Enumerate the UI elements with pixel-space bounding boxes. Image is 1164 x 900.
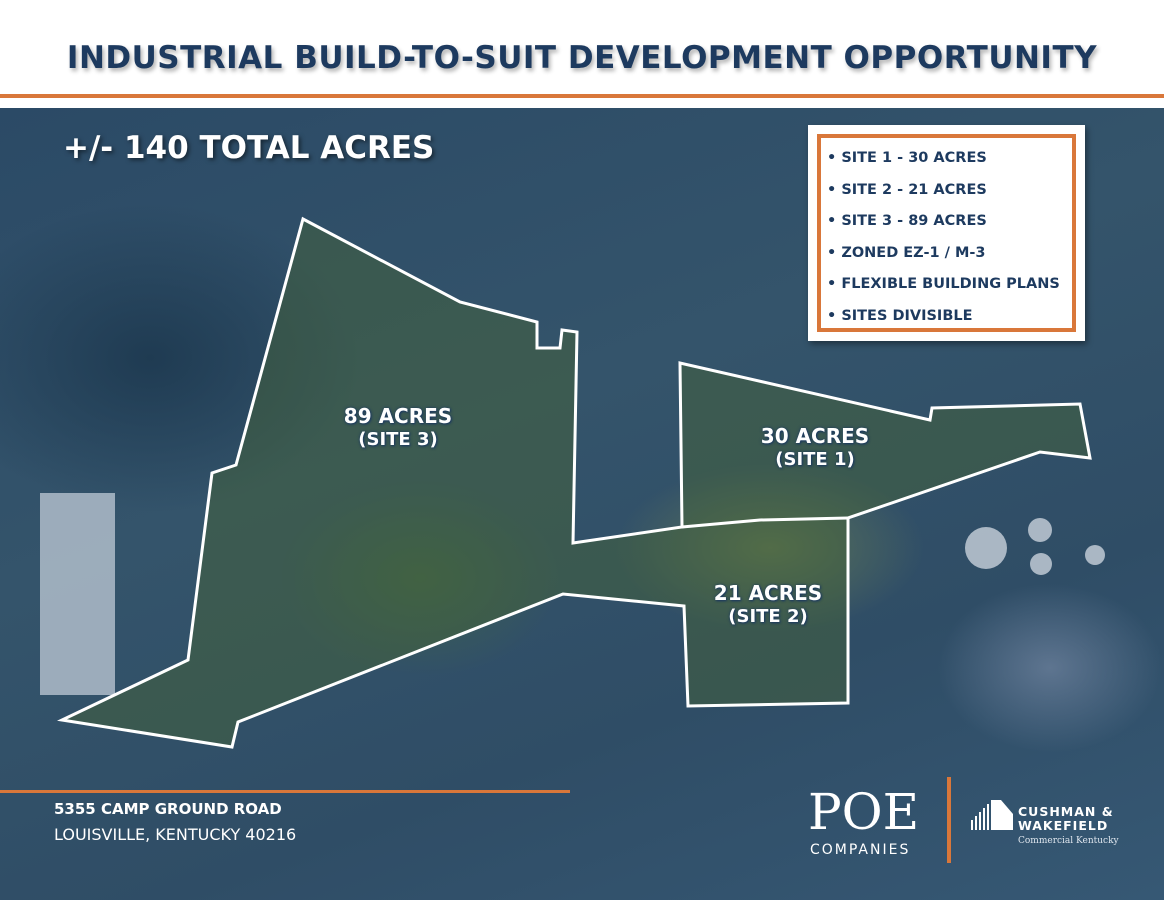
site-name: (SITE 3) xyxy=(358,429,438,450)
site-3-label: 89 ACRES (SITE 3) xyxy=(318,404,478,452)
feature-item: • SITE 1 - 30 ACRES xyxy=(827,150,987,166)
site-acres: 30 ACRES xyxy=(760,424,870,448)
header-divider xyxy=(0,94,1164,98)
site-1-label: 30 ACRES (SITE 1) xyxy=(735,424,895,472)
address-city: LOUISVILLE, KENTUCKY 40216 xyxy=(54,825,297,844)
storage-tank xyxy=(1028,518,1052,542)
parcel-site-1-boundary xyxy=(681,516,849,529)
feature-item: • SITES DIVISIBLE xyxy=(827,307,973,324)
cushman-wakefield-logo: CUSHMAN & WAKEFIELD xyxy=(1018,805,1114,833)
logo-divider xyxy=(947,777,951,863)
storage-tank xyxy=(1085,545,1105,565)
header: INDUSTRIAL BUILD-TO-SUIT DEVELOPMENT OPP… xyxy=(0,0,1164,95)
parcel-site-3 xyxy=(56,216,1092,749)
site-2-label: 21 ACRES (SITE 2) xyxy=(688,581,848,629)
cushman-wakefield-building-icon xyxy=(971,800,1013,830)
site-name: (SITE 2) xyxy=(728,606,808,627)
feature-item: • ZONED EZ-1 / M-3 xyxy=(827,244,986,261)
feature-item: • SITE 3 - 89 ACRES xyxy=(827,213,987,229)
warehouse-building xyxy=(40,493,115,695)
total-acres: +/- 140 TOTAL ACRES xyxy=(63,130,435,166)
features-box: • SITE 1 - 30 ACRES • SITE 2 - 21 ACRES … xyxy=(808,125,1085,341)
storage-tank xyxy=(965,527,1007,569)
poe-logo: POE xyxy=(808,783,920,841)
address-street: 5355 CAMP GROUND ROAD xyxy=(54,800,282,818)
feature-item: • FLEXIBLE BUILDING PLANS xyxy=(827,276,1060,292)
feature-item: • SITE 2 - 21 ACRES xyxy=(827,181,987,198)
logo-text: WAKEFIELD xyxy=(1018,818,1109,833)
cushman-wakefield-subtitle: Commercial Kentucky xyxy=(1018,836,1119,846)
site-name: (SITE 1) xyxy=(775,449,855,470)
page-title: INDUSTRIAL BUILD-TO-SUIT DEVELOPMENT OPP… xyxy=(66,40,1098,76)
poe-logo-subtitle: COMPANIES xyxy=(810,842,911,858)
logo-text: CUSHMAN & xyxy=(1018,804,1114,819)
site-acres: 21 ACRES xyxy=(713,581,823,605)
site-acres: 89 ACRES xyxy=(343,404,453,428)
storage-tank xyxy=(1030,553,1052,575)
address-divider xyxy=(0,790,570,793)
